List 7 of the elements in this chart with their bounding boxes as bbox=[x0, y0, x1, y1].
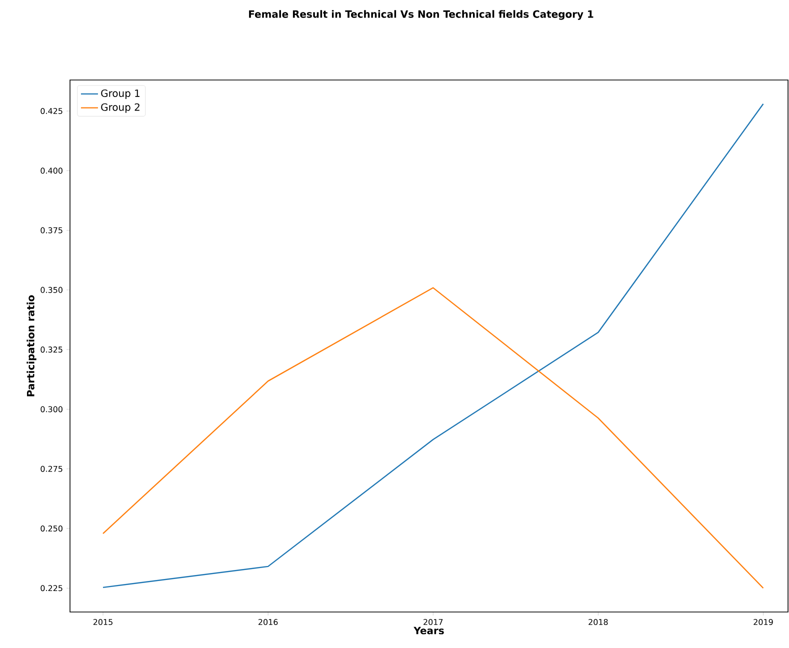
line-series bbox=[102, 103, 764, 588]
legend-label: Group 2 bbox=[101, 103, 140, 113]
y-axis-title: Participation ratio bbox=[26, 295, 36, 396]
chart-title: Female Result in Technical Vs Non Technical fields Category 1 bbox=[249, 10, 594, 20]
legend-label: Group 1 bbox=[101, 89, 140, 99]
line-series bbox=[102, 287, 764, 589]
x-axis-title: Years bbox=[414, 626, 444, 634]
